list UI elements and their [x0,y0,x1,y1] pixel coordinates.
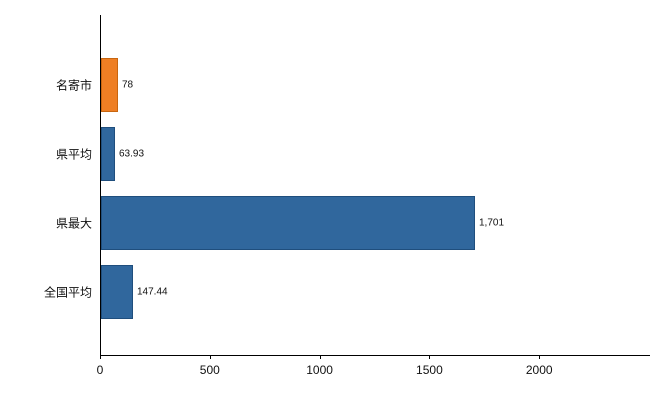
x-axis-tick-label: 0 [96,363,104,377]
category-label: 県平均 [55,147,92,162]
category-label: 県最大 [55,216,92,231]
bar-0 [101,58,118,112]
value-label: 78 [122,79,134,91]
category-label: 名寄市 [55,78,92,93]
value-label: 147.44 [137,286,168,298]
bar-3 [101,265,133,319]
x-axis-tick-label: 2000 [525,363,553,377]
x-axis-tick [100,355,101,359]
bar-1 [101,127,115,181]
x-axis-tick [209,355,211,359]
value-label: 1,701 [479,217,505,229]
x-axis-tick-label: 1000 [306,363,333,377]
x-axis-tick-label: 1500 [416,363,443,377]
x-axis-tick-label: 500 [199,363,220,377]
x-axis-tick [319,355,321,359]
bar-2 [101,196,475,250]
value-label: 63.93 [119,148,145,160]
y-axis [100,15,101,355]
x-axis [100,355,650,356]
category-label: 全国平均 [43,285,92,300]
x-axis-tick [429,355,431,359]
x-axis-tick [539,355,541,359]
